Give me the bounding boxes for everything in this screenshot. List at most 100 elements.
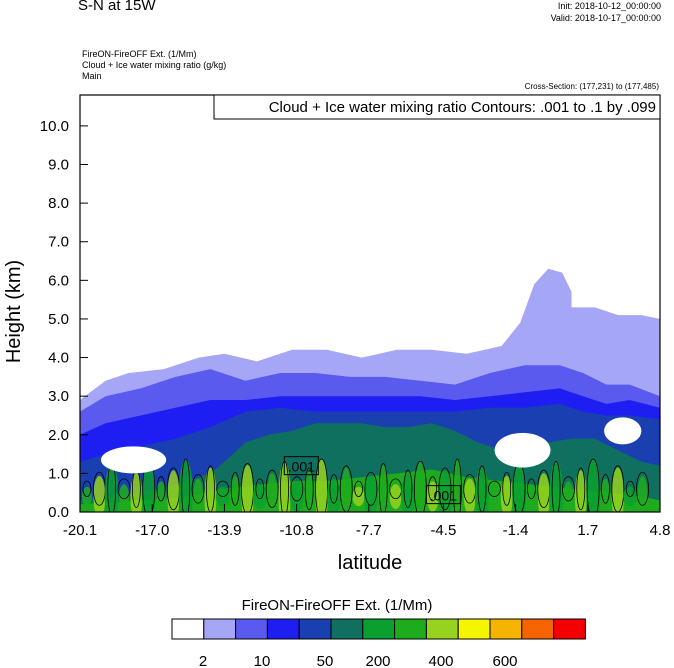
cloud-contour: [428, 476, 438, 502]
y-axis-label: Height (km): [3, 260, 25, 363]
cloud-cell: [204, 467, 217, 512]
cloud-cell: [378, 464, 389, 512]
contour-label: .001: [430, 488, 457, 504]
cloud-contour: [82, 480, 92, 497]
cloud-cell: [438, 470, 453, 512]
init-valid-times: Init: 2018-10-12_00:00:00 Valid: 2018-10…: [551, 0, 661, 24]
cloud-contour: [156, 476, 166, 502]
clear-air-gap: [494, 432, 551, 468]
cloud-contour: [527, 478, 536, 500]
cloud-cell: [141, 462, 156, 512]
colorbar-title: FireON-FireOFF Ext. (1/Mm): [241, 597, 433, 614]
colorbar-swatch: [362, 618, 396, 640]
cloud-cell: [586, 459, 601, 512]
cloud-contour: [576, 467, 586, 511]
cloud-contour: [117, 478, 131, 500]
cloud-cell: [537, 473, 550, 512]
cloud-cell: [549, 462, 564, 512]
cloud-contour: [438, 467, 452, 511]
colorbar-swatch: [171, 618, 205, 640]
cloud-cell: [341, 467, 352, 512]
cloud-contour: [265, 469, 279, 508]
cloud-cell: [241, 464, 254, 512]
y-tick-label: 6.0: [48, 272, 69, 289]
cloud-cell: [526, 484, 537, 509]
cloud-contour: [636, 471, 649, 506]
cloud-cell: [563, 481, 574, 512]
cloud-cell: [426, 481, 439, 512]
cloud-contour: [206, 465, 215, 512]
colorbar-swatch: [266, 618, 300, 640]
cloud-cell: [512, 464, 527, 512]
cloud-contour: [477, 465, 487, 512]
colorbar-swatch: [235, 618, 268, 640]
cloud-cell: [119, 484, 130, 509]
y-tick-label: 4.0: [48, 350, 69, 367]
cloud-contour: [378, 463, 388, 512]
cloud-cell: [252, 484, 267, 509]
cloud-cell: [611, 467, 624, 512]
colorbar-swatch: [489, 618, 523, 640]
valid-time: Valid: 2018-10-17_00:00:00: [550, 13, 661, 23]
chart-title: Cloud + Ice water mixing ratio Contours:…: [269, 99, 656, 116]
colorbar-swatch: [298, 618, 332, 640]
colorbar-swatch: [521, 618, 555, 640]
cloud-cell: [104, 464, 119, 512]
colorbar-swatch: [394, 618, 427, 640]
colorbar-label: 50: [317, 653, 334, 668]
x-tick-label: -7.7: [356, 522, 382, 539]
colorbar-swatch: [330, 618, 364, 640]
colorbar-swatch: [553, 618, 586, 640]
domain-label: Main: [82, 71, 102, 81]
colorbar-swatch: [425, 618, 459, 640]
cloud-cell: [415, 462, 426, 512]
cloud-contour: [230, 471, 240, 506]
y-tick-label: 5.0: [48, 311, 69, 328]
plot-title: S-N at 15W: [78, 0, 156, 14]
cloud-contour: [551, 460, 561, 512]
cloud-contour: [452, 458, 462, 512]
chart-title-box: [213, 94, 661, 120]
x-tick-label: -17.0: [135, 522, 169, 539]
y-tick-label: 1.0: [48, 465, 69, 482]
cloud-cell: [500, 475, 513, 512]
contour-label-box: [425, 485, 461, 505]
cloud-cell: [363, 475, 378, 512]
cloud-contour: [216, 480, 230, 497]
cloud-cell: [93, 475, 106, 512]
cloud-contour: [625, 480, 635, 497]
cloud-contour: [255, 478, 265, 500]
cloud-cell: [304, 470, 315, 512]
x-tick-label: -13.9: [207, 522, 241, 539]
cloud-cell: [400, 473, 415, 512]
colorbar-label: 2: [199, 653, 207, 668]
cloud-cell: [167, 470, 180, 512]
y-tick-label: 7.0: [48, 234, 69, 251]
cloud-contour: [290, 476, 304, 502]
colorbar-label: 10: [254, 653, 271, 668]
cloud-cell: [178, 459, 193, 512]
cloud-contour: [339, 465, 353, 512]
y-tick-label: 2.0: [48, 427, 69, 444]
colorbar-swatch: [457, 618, 491, 640]
contour-label-box: [283, 456, 319, 476]
colorbar-swatch: [203, 618, 237, 640]
y-tick-label: 0.0: [48, 504, 69, 521]
cloud-contour: [403, 469, 413, 508]
x-tick-label: 1.7: [577, 522, 598, 539]
colorbar-label: 200: [365, 653, 390, 668]
contour-label: .001: [288, 459, 315, 475]
x-tick-label: -10.8: [280, 522, 314, 539]
init-time: Init: 2018-10-12_00:00:00: [557, 1, 661, 11]
cloud-cell: [389, 484, 402, 509]
cloud-contour: [304, 467, 314, 511]
x-tick-label: -4.5: [430, 522, 456, 539]
cloud-cell: [130, 473, 143, 512]
cloud-cell: [315, 459, 328, 512]
cloud-contour: [364, 471, 378, 506]
cloud-cell: [326, 478, 341, 512]
cloud-cell: [289, 481, 304, 512]
x-tick-label: -1.4: [503, 522, 529, 539]
clear-air-gap: [604, 417, 642, 445]
